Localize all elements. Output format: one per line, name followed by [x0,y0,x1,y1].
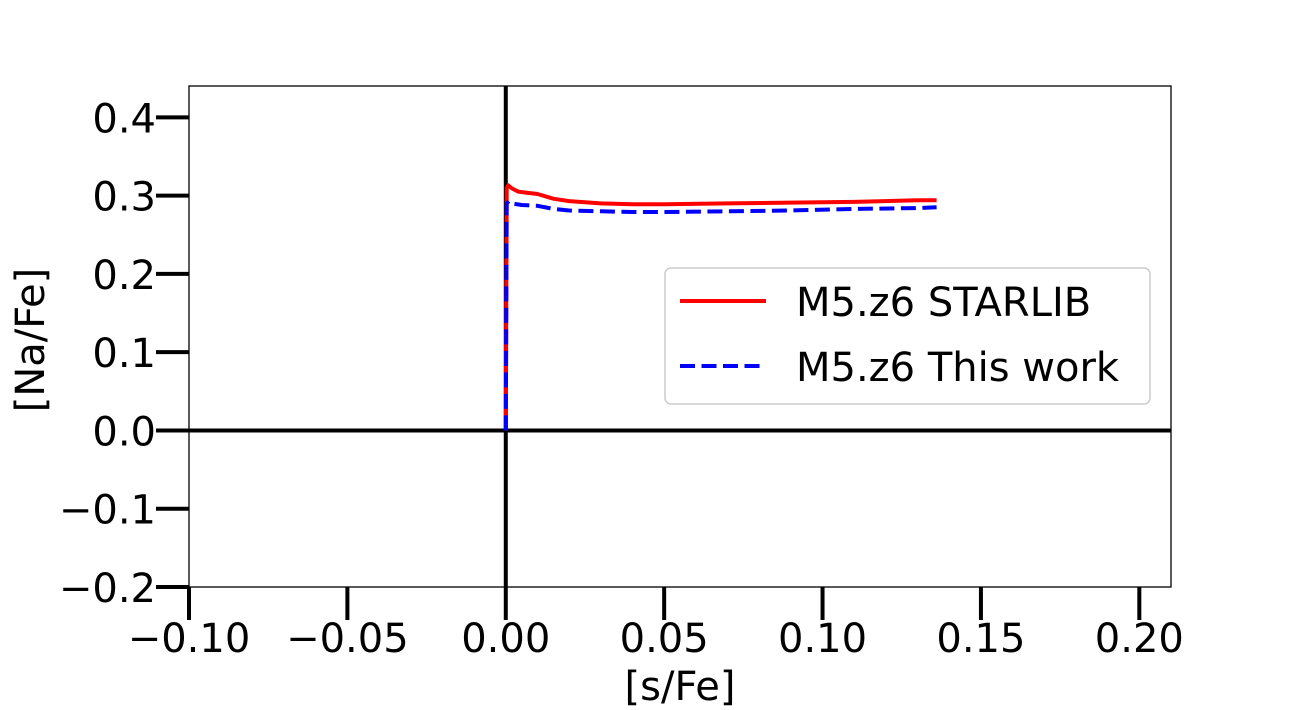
ticks-layer [156,115,1142,620]
x-tick-label-0: −0.10 [128,616,251,662]
x-axis-label: [s/Fe] [625,664,736,710]
legend: M5.z6 STARLIB M5.z6 This work [664,267,1151,405]
y-axis-label: [Na/Fe] [8,268,54,413]
x-tick-label-6: 0.20 [1095,616,1184,662]
x-tick-label-1: −0.05 [286,616,409,662]
x-tick-label-2: 0.00 [461,616,550,662]
legend-box [664,267,1151,405]
plot-frame [188,85,1172,588]
y-tick-label-6: 0.4 [92,96,156,142]
y-tick-label-3: 0.1 [92,331,156,377]
y-tick-label-4: 0.2 [92,253,156,299]
legend-label-this-work: M5.z6 This work [796,345,1120,391]
y-tick-label-1: −0.1 [59,488,156,534]
x-tick-label-4: 0.10 [778,616,867,662]
x-tick-label-3: 0.05 [620,616,709,662]
series-layer [503,183,937,431]
x-tick-label-5: 0.15 [936,616,1025,662]
y-tick-label-2: 0.0 [92,409,156,455]
series-line-1 [503,199,937,431]
plot-frame-layer [188,85,1172,588]
legend-label-starlib: M5.z6 STARLIB [796,280,1091,326]
y-tick-label-5: 0.3 [92,175,156,221]
series-line-0 [503,183,937,431]
y-tick-label-0: −0.2 [59,566,156,612]
tick-labels-layer: −0.10 −0.05 0.00 0.05 0.10 0.15 0.20 −0.2 −0.1 0.… [59,96,1184,662]
